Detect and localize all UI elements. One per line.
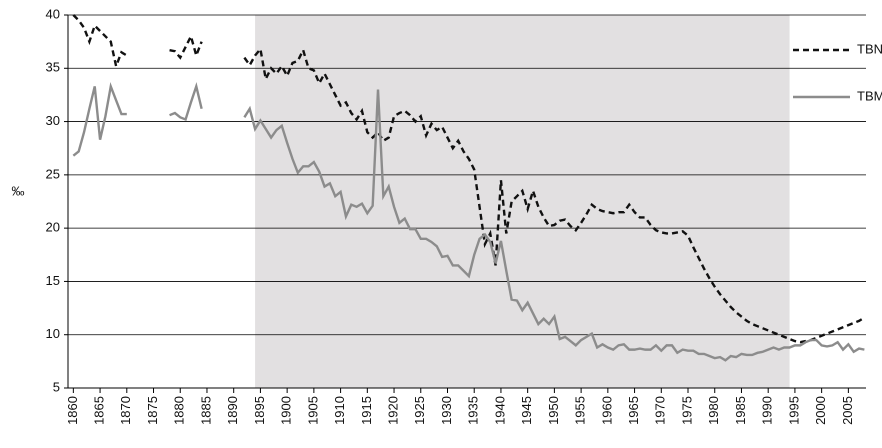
x-tick-label: 1895 <box>252 396 267 425</box>
x-tick-label: 1875 <box>145 396 160 425</box>
y-tick-label: 5 <box>53 379 60 394</box>
y-axis-label: ‰ <box>12 183 25 198</box>
x-tick-label: 1885 <box>198 396 213 425</box>
legend-label: TBM <box>857 88 882 103</box>
x-tick-label: 1880 <box>172 396 187 425</box>
series-line <box>72 81 865 362</box>
x-tick-label: 1980 <box>706 396 721 425</box>
legend-label: TBN <box>857 41 882 56</box>
x-tick-label: 1940 <box>492 396 507 425</box>
x-tick-label: 1910 <box>332 396 347 425</box>
x-tick-label: 1945 <box>519 396 534 425</box>
x-tick-label: 1935 <box>466 396 481 425</box>
x-tick-label: 1860 <box>65 396 80 425</box>
y-tick-label: 15 <box>46 273 60 288</box>
y-tick-label: 40 <box>46 6 60 21</box>
x-tick-label: 1960 <box>599 396 614 425</box>
x-tick-label: 1915 <box>359 396 374 425</box>
x-tick-label: 1950 <box>546 396 561 425</box>
y-tick-label: 20 <box>46 220 60 235</box>
x-tick-label: 1930 <box>439 396 454 425</box>
x-tick-label: 2005 <box>840 396 855 425</box>
x-tick-label: 1900 <box>279 396 294 425</box>
x-tick-label: 2000 <box>813 396 828 425</box>
x-tick-label: 1975 <box>679 396 694 425</box>
y-tick-label: 35 <box>46 60 60 75</box>
x-tick-label: 1990 <box>760 396 775 425</box>
y-tick-label: 25 <box>46 166 60 181</box>
x-tick-label: 1890 <box>225 396 240 425</box>
x-tick-label: 1995 <box>786 396 801 425</box>
shaded-period <box>255 15 790 388</box>
x-tick-label: 1870 <box>118 396 133 425</box>
x-tick-label: 1920 <box>385 396 400 425</box>
x-tick-label: 1965 <box>626 396 641 425</box>
y-tick-label: 10 <box>46 326 60 341</box>
x-tick-label: 1905 <box>305 396 320 425</box>
x-tick-label: 1955 <box>573 396 588 425</box>
x-tick-label: 1985 <box>733 396 748 425</box>
x-tick-label: 1970 <box>653 396 668 425</box>
y-tick-label: 30 <box>46 113 60 128</box>
series-line <box>72 14 866 344</box>
x-tick-label: 1865 <box>92 396 107 425</box>
x-tick-label: 1925 <box>412 396 427 425</box>
